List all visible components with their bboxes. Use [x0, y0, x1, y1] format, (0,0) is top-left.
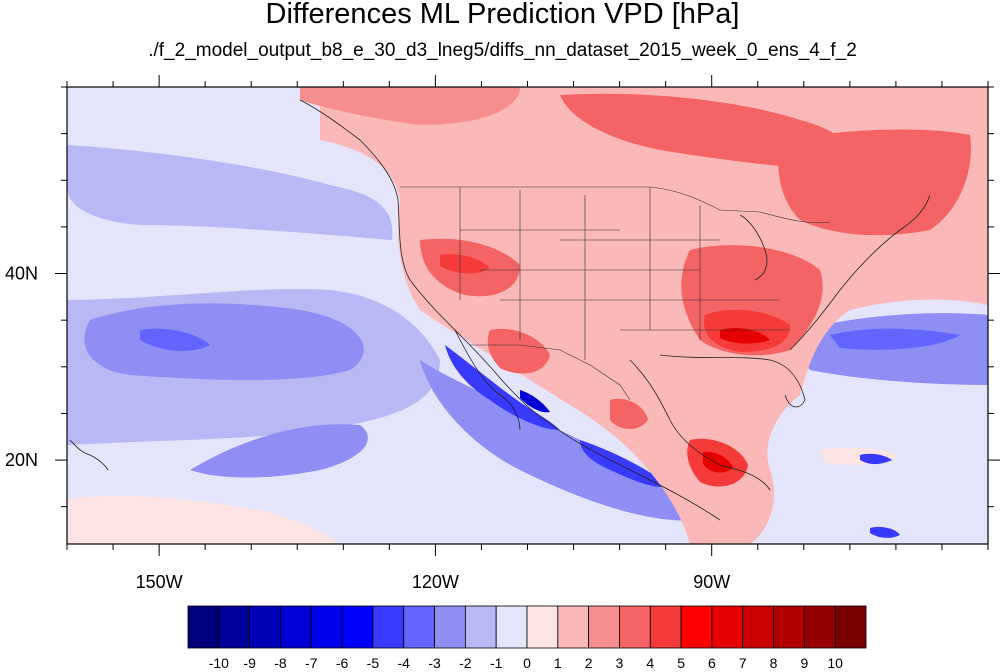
northeast-canada-positive: [778, 129, 971, 236]
lon-tick-label: 120W: [412, 572, 459, 592]
colorbar-box: [249, 605, 281, 649]
colorbar-box: [557, 605, 590, 649]
colorbar-level-label: -8: [274, 655, 287, 671]
latitude-labels: 40N 20N: [5, 264, 38, 471]
colorbar-level-label: -4: [398, 655, 411, 671]
colorbar-level-label: 4: [646, 655, 654, 671]
colorbar-level-label: -10: [209, 655, 229, 671]
colorbar-level-label: 7: [739, 655, 747, 671]
colorbar-level-label: 9: [800, 655, 808, 671]
great-basin-core: [440, 254, 490, 274]
colorbar-box: [187, 605, 220, 649]
colorbar-level-label: 1: [554, 655, 562, 671]
colorbar-box: [403, 605, 435, 649]
mexico-pacific-coast: [544, 419, 721, 521]
caribbean-negative: [860, 453, 892, 465]
colorbar-level-label: 10: [827, 655, 843, 671]
colorbar-box: [773, 605, 805, 649]
colorbar-level-label: 3: [616, 655, 624, 671]
lat-tick-label: 20N: [5, 450, 38, 470]
coastlines: [69, 99, 931, 521]
colorbar-level-label: -1: [490, 655, 503, 671]
political-borders: [400, 186, 831, 401]
south-caribbean-negative: [870, 526, 900, 538]
colorbar-level-label: 5: [677, 655, 685, 671]
colorbar-level-label: 0: [523, 655, 531, 671]
baja-strong-negative: [445, 345, 560, 430]
figure-title: Differences ML Prediction VPD [hPa]: [265, 0, 740, 30]
florida-coast: [659, 354, 806, 408]
hawaii-coast: [69, 439, 109, 471]
colorbar-level-label: -2: [459, 655, 472, 671]
colorbar-level-label: 8: [770, 655, 778, 671]
colorbar-box: [588, 605, 620, 649]
colorbar-level-label: -7: [305, 655, 318, 671]
north-pacific-negative: [67, 145, 393, 240]
lat-tick-label: 40N: [5, 264, 38, 284]
great-lakes-line: [739, 214, 768, 281]
colorbar-box: [341, 605, 374, 649]
us-canada-border: [400, 186, 831, 224]
mexico-east-positive: [610, 398, 648, 429]
pacific-negative-spot: [140, 328, 210, 352]
us-mexico-border: [470, 344, 631, 401]
colorbar-box: [742, 605, 774, 649]
east-coast-line: [789, 194, 931, 351]
baja-negative-band: [420, 360, 700, 521]
southeast-us-peak: [720, 328, 770, 344]
yucatan-peak: [703, 451, 733, 473]
figure-subtitle: ./f_2_model_output_b8_e_30_d3_lneg5/diff…: [148, 40, 857, 61]
colorbar-box: [280, 605, 312, 649]
gulf-coast-line: [629, 359, 771, 491]
alaska-canada-positive: [300, 87, 520, 125]
colorbar-level-label: -6: [336, 655, 349, 671]
colorbar-box: [803, 605, 836, 649]
colorbar-box: [680, 605, 713, 649]
colorbar-level-label: 6: [708, 655, 716, 671]
pacific-negative-core: [84, 303, 364, 380]
lon-tick-label: 90W: [693, 572, 730, 592]
colorbar-level-label: 2: [585, 655, 593, 671]
lon-tick-label: 150W: [136, 572, 183, 592]
colorbar-level-label: -9: [243, 655, 256, 671]
southwest-positive: [67, 495, 340, 544]
mexico-coast-negative: [580, 440, 670, 488]
colorbar-box: [834, 605, 867, 649]
baja-peak-negative: [520, 390, 550, 413]
colorbar-box: [434, 605, 466, 649]
colorbar: [187, 605, 867, 649]
longitude-labels: 150W 120W 90W: [136, 572, 731, 592]
colorbar-level-label: -3: [428, 655, 441, 671]
colorbar-box: [649, 605, 682, 649]
map-axes: [55, 75, 1000, 556]
colorbar-box: [619, 605, 651, 649]
colorbar-box: [495, 605, 528, 649]
map-field: [67, 87, 988, 544]
colorbar-box: [526, 605, 559, 649]
colorbar-box: [372, 605, 405, 649]
colorbar-labels: -10 -9 -8 -7 -6 -5 -4 -3 -2 -1 0 1 2 3 4 5 6 7 8 9 10: [209, 655, 843, 671]
sonora-positive: [487, 328, 550, 374]
colorbar-box: [464, 605, 497, 649]
south-pacific-negative: [190, 424, 368, 478]
colorbar-box: [310, 605, 343, 649]
us-state-borders: [459, 187, 790, 360]
colorbar-box: [711, 605, 744, 649]
atlantic-negative-core: [830, 328, 960, 350]
baja-coast-line: [454, 329, 521, 431]
west-coast-line: [299, 99, 546, 421]
colorbar-box: [218, 605, 251, 649]
colorbar-level-label: -5: [367, 655, 380, 671]
